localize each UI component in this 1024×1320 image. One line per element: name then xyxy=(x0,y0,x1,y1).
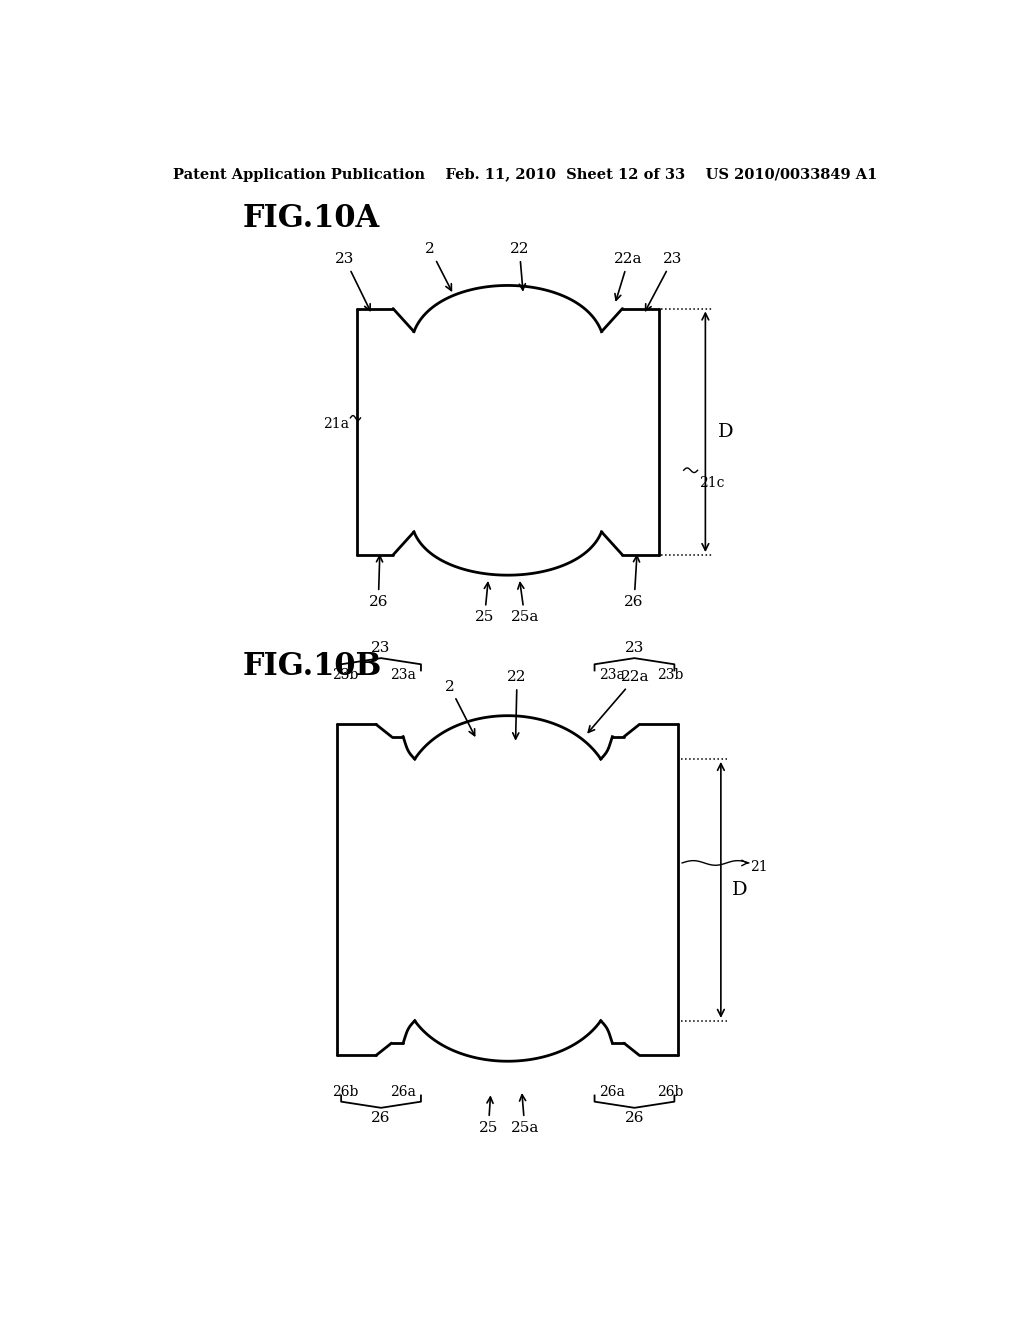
Text: 23b: 23b xyxy=(332,668,358,682)
Text: 2: 2 xyxy=(444,680,475,735)
Text: 22: 22 xyxy=(510,242,529,290)
Text: 26: 26 xyxy=(372,1111,391,1125)
Text: D: D xyxy=(718,422,733,441)
Text: 26b: 26b xyxy=(332,1085,358,1098)
Text: 26: 26 xyxy=(625,556,644,609)
Text: 25: 25 xyxy=(475,582,495,624)
Text: 22: 22 xyxy=(507,671,526,739)
Text: FIG.10B: FIG.10B xyxy=(243,651,382,682)
Text: 23a: 23a xyxy=(390,668,416,682)
Text: 21c: 21c xyxy=(699,477,725,491)
Text: FIG.10A: FIG.10A xyxy=(243,203,380,234)
Text: 22a: 22a xyxy=(614,252,643,300)
Text: 23: 23 xyxy=(372,642,391,655)
Text: 26: 26 xyxy=(369,556,388,609)
Text: 21a: 21a xyxy=(323,417,349,432)
Text: 26a: 26a xyxy=(390,1085,416,1098)
Text: Patent Application Publication    Feb. 11, 2010  Sheet 12 of 33    US 2010/00338: Patent Application Publication Feb. 11, … xyxy=(173,169,877,182)
Text: 23: 23 xyxy=(645,252,683,310)
Text: 22a: 22a xyxy=(588,671,650,733)
Text: 2: 2 xyxy=(425,242,452,290)
Text: 26a: 26a xyxy=(599,1085,626,1098)
Text: 23b: 23b xyxy=(657,668,684,682)
Text: 26: 26 xyxy=(625,1111,644,1125)
Text: 21: 21 xyxy=(751,859,768,874)
Text: 23: 23 xyxy=(625,642,644,655)
Text: 23: 23 xyxy=(335,252,370,310)
Text: 26b: 26b xyxy=(657,1085,684,1098)
Text: 25: 25 xyxy=(478,1097,498,1135)
Text: 23a: 23a xyxy=(599,668,626,682)
Text: 25a: 25a xyxy=(511,582,539,624)
Text: D: D xyxy=(732,880,748,899)
Text: 25a: 25a xyxy=(511,1094,539,1135)
